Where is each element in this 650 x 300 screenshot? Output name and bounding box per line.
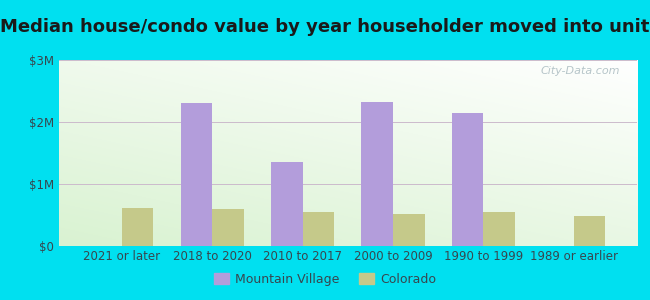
Bar — [181, 103, 212, 246]
Bar — [484, 212, 515, 246]
Bar — [393, 214, 424, 246]
Text: City-Data.com: City-Data.com — [540, 66, 619, 76]
Bar — [574, 216, 605, 246]
Text: Median house/condo value by year householder moved into unit: Median house/condo value by year househo… — [0, 18, 650, 36]
Bar — [271, 162, 302, 246]
Bar — [122, 208, 153, 246]
Legend: Mountain Village, Colorado: Mountain Village, Colorado — [209, 268, 441, 291]
Bar — [361, 102, 393, 246]
Bar — [302, 212, 334, 246]
Bar — [212, 209, 244, 246]
Bar — [452, 113, 484, 246]
